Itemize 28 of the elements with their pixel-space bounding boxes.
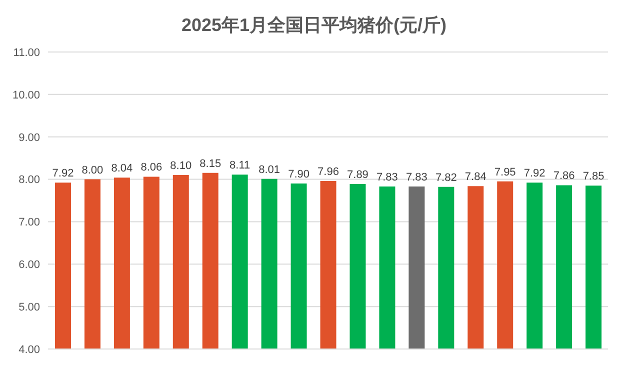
y-tick-label: 5.00 [18, 301, 40, 314]
data-label: 7.90 [288, 168, 310, 181]
data-label: 7.84 [464, 171, 486, 184]
data-label: 7.92 [52, 168, 74, 180]
y-tick-label: 7.00 [18, 216, 40, 229]
data-label: 8.15 [200, 158, 222, 170]
data-label: 8.10 [170, 160, 192, 172]
data-label: 7.85 [582, 170, 604, 183]
data-label: 7.83 [376, 172, 398, 184]
data-label: 7.92 [524, 168, 546, 180]
data-label: 7.82 [435, 172, 457, 184]
data-label: 8.11 [230, 160, 250, 172]
data-label: 8.06 [140, 162, 162, 174]
y-tick-label: 9.00 [18, 132, 40, 144]
chart-title: 2025年1月全国日平均猪价(元/斤) [180, 14, 448, 37]
data-label: 7.89 [347, 168, 368, 181]
data-label: 7.96 [318, 166, 339, 178]
data-label: 8.04 [111, 162, 133, 175]
y-tick-label: 6.00 [18, 259, 40, 272]
data-label: 7.86 [553, 170, 575, 182]
data-label: 7.95 [494, 166, 516, 178]
data-label: 8.00 [82, 164, 104, 176]
data-label: 8.01 [258, 164, 280, 176]
data-label: 7.83 [406, 172, 428, 184]
y-tick-label: 11.00 [13, 46, 40, 59]
y-tick-label: 4.00 [18, 344, 40, 356]
y-tick-label: 8.00 [18, 174, 40, 186]
y-tick-label: 10.00 [12, 89, 40, 102]
